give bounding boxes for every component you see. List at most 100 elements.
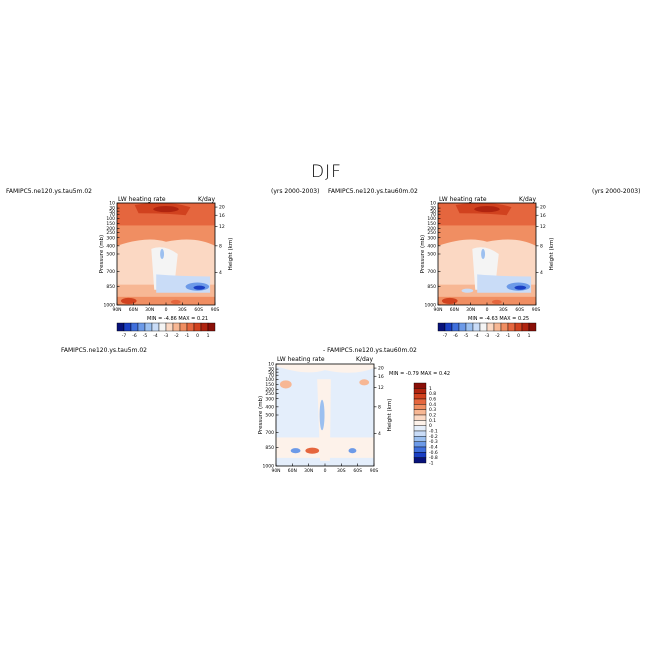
- diff-colorbar-cell: [413, 436, 427, 442]
- left-ytick-right-label: 8: [219, 243, 222, 249]
- diff-colorbar-cell: [413, 425, 427, 432]
- diff-ytick-label: 200: [265, 387, 274, 393]
- diff-colorbar-cell: [413, 430, 427, 437]
- left-xtick-label: 90S: [211, 307, 220, 313]
- diff-ytick-label: 850: [265, 445, 274, 451]
- right-field-surface-spot: [491, 299, 502, 304]
- diff-xtick-label: 30S: [337, 468, 346, 474]
- diff-colorbar-cell: [413, 441, 427, 448]
- diff-field-pole-spot: [279, 380, 292, 389]
- right-ytick-right-label: 4: [540, 270, 543, 276]
- diff-case-label: FAMIPC5.ne120.ys.tau5m.02: [61, 347, 147, 354]
- left-xtick-label: 30S: [178, 307, 187, 313]
- right-xtick-label: 30N: [466, 307, 475, 313]
- right-xtick-label: 0: [486, 307, 489, 313]
- diff-ytick-label: 150: [265, 382, 274, 388]
- right-units-label: K/day: [519, 196, 536, 203]
- diff-ytick-label: 700: [265, 430, 274, 436]
- right-ytick-label: 100: [427, 216, 436, 222]
- diff-title-label: - FAMIPC5.ne120.ys.tau60m.02: [323, 347, 417, 354]
- diff-ytick-right-label: 20: [378, 366, 384, 372]
- diff-field-low: [276, 437, 374, 458]
- diff-ytick-label: 10: [268, 362, 274, 368]
- right-case-label: FAMIPC5.ne120.ys.tau60m.02: [328, 188, 418, 195]
- diff-ylabel: Pressure (mb): [258, 396, 264, 434]
- diff-colorbar-label: -0.3: [429, 439, 438, 445]
- right-xtick-label: 60S: [515, 307, 524, 313]
- diff-colorbar-cell: [413, 382, 427, 389]
- diff-ytick-label: 1000: [263, 464, 275, 470]
- right-field-warm-max: [514, 285, 527, 290]
- right-ytick-label: 700: [427, 269, 436, 275]
- right-ytick-label: 200: [427, 226, 436, 232]
- diff-xtick-label: 90S: [370, 468, 379, 474]
- left-ytick-right-label: 20: [219, 205, 225, 211]
- left-colorbar-label: -5: [143, 333, 148, 339]
- page-title: DJF: [311, 162, 342, 182]
- diff-ytick-label: 400: [265, 404, 274, 410]
- right-ylabel-right: Height (km): [549, 238, 555, 271]
- left-ytick-label: 250: [106, 230, 115, 236]
- left-ytick-label: 500: [106, 252, 115, 258]
- diff-colorbar-label: -0.2: [429, 434, 438, 440]
- right-ytick-right-label: 20: [540, 205, 546, 211]
- diff-colorbar-label: -0.4: [429, 445, 438, 451]
- right-ytick-label: 850: [427, 284, 436, 290]
- left-minmax-label: MIN = -4.86 MAX = 0.21: [147, 316, 209, 322]
- left-colorbar-label: 0: [196, 333, 199, 339]
- left-colorbar-cell: [207, 322, 216, 332]
- diff-ytick-right-label: 8: [378, 404, 381, 410]
- diff-field-pole-spot-b: [359, 379, 370, 386]
- right-ytick-label: 1000: [425, 303, 437, 309]
- right-ytick-label: 300: [427, 235, 436, 241]
- right-field-extra: [461, 288, 474, 293]
- left-ytick-right-label: 16: [219, 213, 225, 219]
- diff-colorbar-cell: [413, 398, 427, 405]
- left-field-max-cooling: [153, 206, 179, 213]
- left-colorbar-label: -2: [174, 333, 179, 339]
- left-units-label: K/day: [198, 196, 215, 203]
- diff-colorbar-label: -0.8: [429, 455, 438, 461]
- right-xtick-label: 60N: [450, 307, 459, 313]
- diff-colorbar-cell: [413, 414, 427, 421]
- left-colorbar-label: -3: [164, 333, 169, 339]
- diff-colorbar-cell: [413, 446, 427, 453]
- left-case-label: FAMIPC5.ne120.ys.tau5m.02: [6, 188, 92, 195]
- left-colorbar-label: -4: [153, 333, 158, 339]
- left-ytick-label: 300: [106, 235, 115, 241]
- left-xtick-label: 30N: [145, 307, 154, 313]
- diff-colorbar-label: 1: [429, 386, 432, 392]
- diff-field-tropic-cool: [319, 399, 325, 431]
- right-field-surface: [438, 296, 536, 305]
- left-colorbar-label: -7: [122, 333, 127, 339]
- diff-ytick-right-label: 16: [378, 374, 384, 380]
- right-field-max-cooling: [474, 206, 500, 213]
- left-field-warm-max: [193, 285, 206, 290]
- left-field-surface-spot: [170, 299, 181, 304]
- diff-ytick-label: 30: [268, 367, 274, 373]
- diff-colorbar-label: 0.6: [429, 397, 436, 403]
- diff-xtick-label: 30N: [304, 468, 313, 474]
- left-years-label: (yrs 2000-2003): [271, 188, 320, 195]
- diff-colorbar-cell: [413, 420, 427, 426]
- left-ytick-label: 400: [106, 243, 115, 249]
- left-ytick-label: 1000: [104, 303, 116, 309]
- right-ytick-label: 400: [427, 243, 436, 249]
- diff-ytick-right-label: 4: [378, 431, 381, 437]
- diff-colorbar-label: -1: [429, 461, 434, 467]
- left-ylabel-right: Height (km): [228, 238, 234, 271]
- left-ytick-label: 30: [109, 206, 115, 212]
- left-field-tropic-spot: [160, 248, 165, 260]
- right-colorbar-label: 1: [528, 333, 531, 339]
- diff-colorbar-label: -0.6: [429, 450, 438, 456]
- left-colorbar-label: -6: [132, 333, 137, 339]
- diff-colorbar-cell: [413, 404, 427, 410]
- diff-colorbar-cell: [413, 388, 427, 394]
- left-ytick-label: 50: [109, 209, 115, 215]
- diff-colorbar-label: 0: [429, 423, 432, 429]
- right-colorbar-label: -5: [464, 333, 469, 339]
- left-ytick-right-label: 12: [219, 224, 225, 230]
- right-colorbar-label: -6: [453, 333, 458, 339]
